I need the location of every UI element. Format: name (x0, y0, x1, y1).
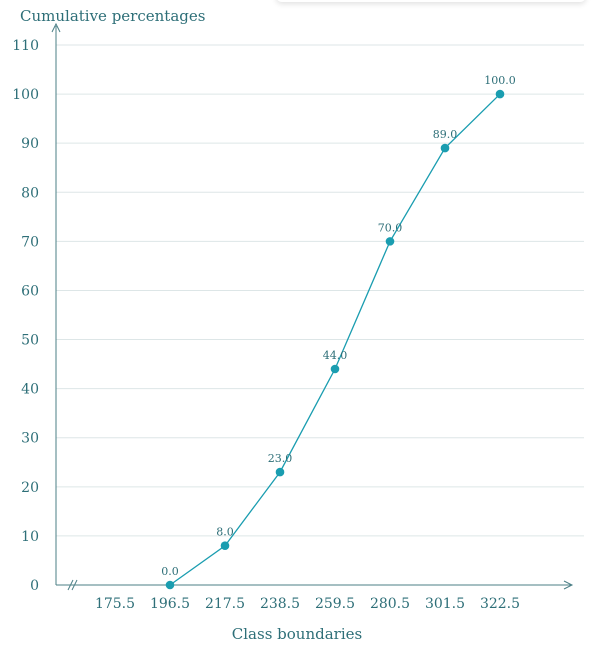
y-tick-label: 30 (21, 431, 39, 447)
y-tick-label: 0 (30, 578, 39, 594)
data-point (275, 467, 285, 477)
series-cumulative: 0.0 8.0 23.0 44.0 70.0 89.0 100.0 (161, 74, 516, 590)
y-tick-label: 40 (21, 382, 39, 398)
y-tick-label: 50 (21, 333, 39, 349)
y-tick-label: 60 (21, 283, 39, 299)
data-point (330, 364, 340, 374)
y-tick-label: 20 (21, 480, 39, 496)
axis-break-mark (67, 579, 74, 591)
axes (51, 22, 574, 591)
data-point (165, 580, 175, 590)
data-label: 89.0 (433, 128, 458, 141)
data-point (385, 237, 395, 246)
y-tick-label: 110 (12, 38, 39, 54)
y-tick-labels: 0 10 20 30 40 50 60 70 80 90 100 110 (12, 38, 39, 594)
data-point (220, 541, 230, 551)
data-label: 8.0 (216, 526, 234, 539)
overlay-shadow (276, 0, 586, 2)
x-tick-label: 301.5 (425, 596, 465, 612)
y-tick-label: 10 (21, 529, 39, 545)
x-tick-label: 238.5 (260, 596, 300, 612)
data-label: 70.0 (378, 221, 403, 234)
data-label: 100.0 (484, 74, 516, 87)
x-axis-label: Class boundaries (232, 625, 362, 643)
x-tick-label: 217.5 (205, 596, 245, 612)
axis-break-mark (71, 579, 78, 591)
gridlines (56, 44, 584, 537)
data-label: 44.0 (323, 349, 348, 362)
data-label: 0.0 (161, 565, 179, 578)
x-tick-label: 175.5 (95, 596, 135, 612)
y-tick-label: 90 (21, 136, 39, 152)
data-point (440, 143, 450, 153)
y-tick-label: 100 (12, 87, 39, 103)
y-tick-label: 70 (21, 234, 39, 250)
y-axis-label: Cumulative percentages (20, 7, 205, 25)
x-tick-label: 322.5 (480, 596, 520, 612)
x-tick-label: 280.5 (370, 596, 410, 612)
x-tick-labels: 175.5 196.5 217.5 238.5 259.5 280.5 301.5 322.5 (95, 596, 520, 612)
data-point (495, 89, 505, 99)
y-tick-label: 80 (21, 185, 39, 201)
x-axis-arrow (563, 580, 574, 590)
x-tick-label: 259.5 (315, 596, 355, 612)
y-axis-arrow (51, 22, 61, 33)
data-label: 23.0 (268, 452, 293, 465)
x-tick-label: 196.5 (150, 596, 190, 612)
